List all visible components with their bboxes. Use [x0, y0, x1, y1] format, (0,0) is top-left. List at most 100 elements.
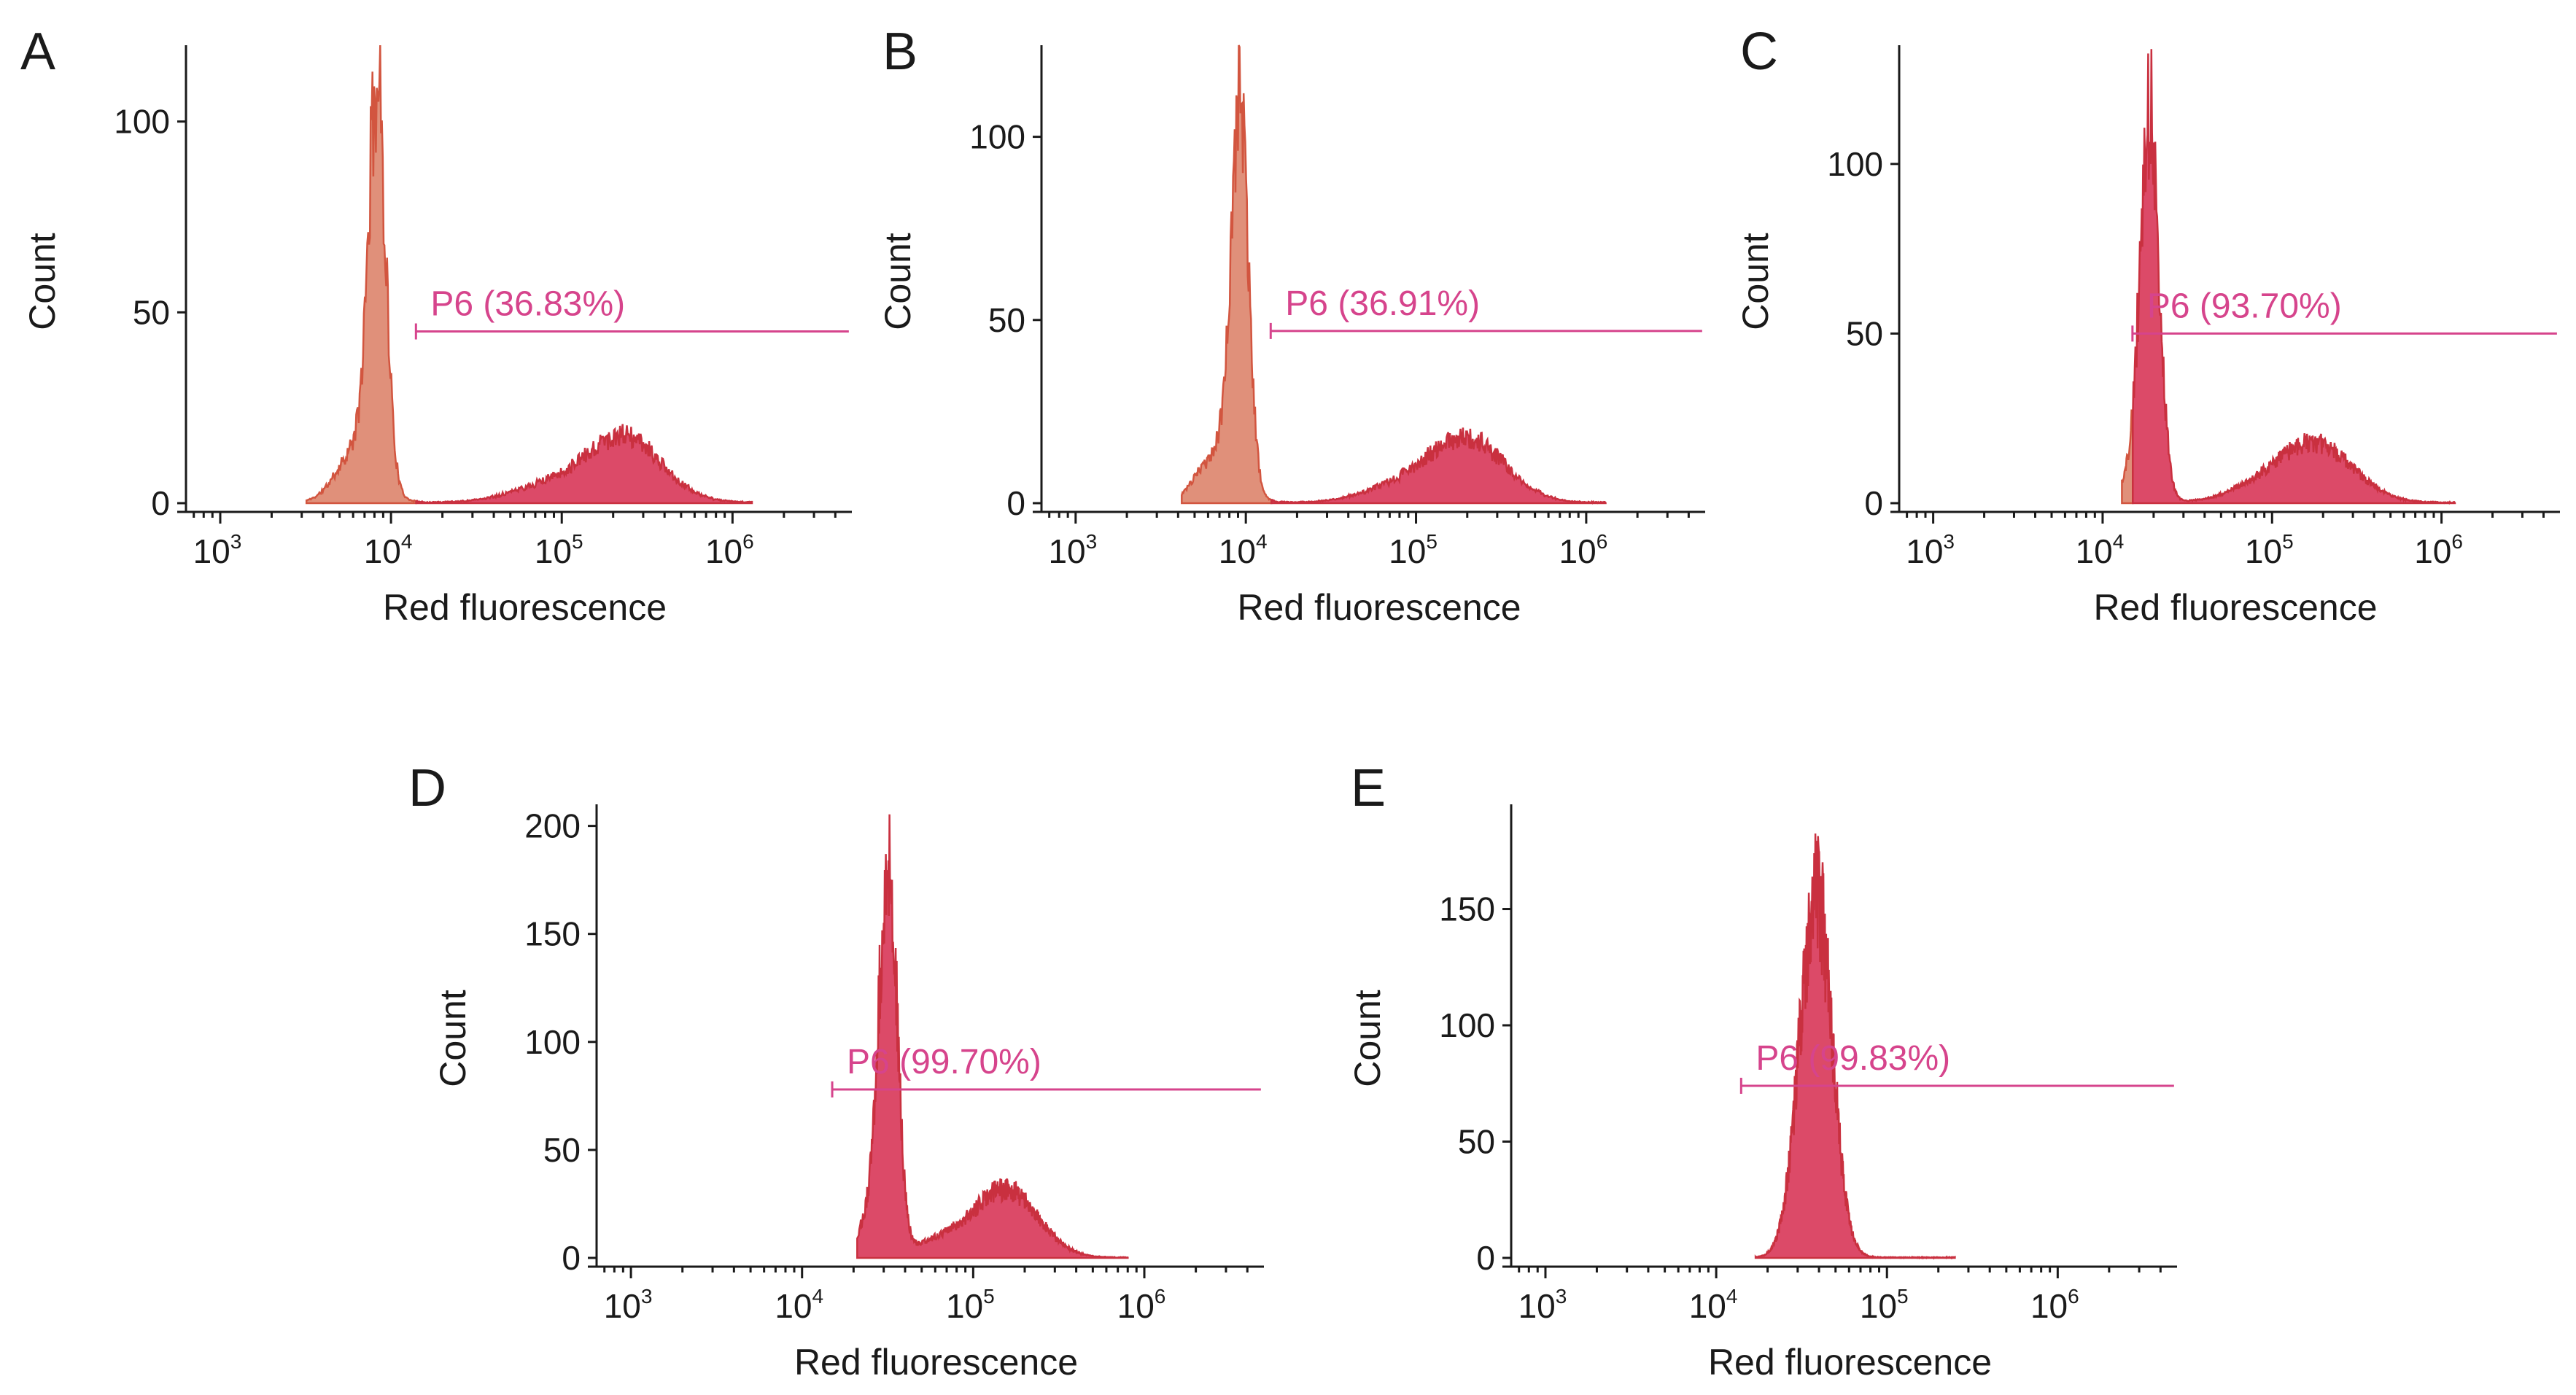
x-tick-base: 10 — [1559, 532, 1597, 570]
gate-p6: P6 (36.83%) — [414, 285, 849, 340]
x-tick-label: 104 — [1219, 530, 1268, 570]
y-tick-label: 150 — [524, 915, 581, 953]
y-tick-label: 100 — [1827, 145, 1883, 183]
x-tick-exponent: 6 — [2068, 1285, 2079, 1307]
y-tick-label: 0 — [1476, 1239, 1495, 1277]
x-tick-exponent: 6 — [742, 530, 754, 553]
x-tick-exponent: 5 — [983, 1285, 995, 1307]
x-tick-label: 103 — [604, 1285, 653, 1325]
x-axis-title: Red fluorescence — [383, 587, 667, 628]
histogram-positive-population — [2132, 49, 2456, 505]
x-tick-base: 10 — [775, 1287, 812, 1325]
x-tick-exponent: 3 — [230, 530, 242, 553]
x-tick-label: 105 — [535, 530, 583, 570]
x-tick-label: 104 — [364, 530, 413, 570]
x-tick-exponent: 4 — [2113, 530, 2125, 553]
y-axis-title: Count — [1347, 990, 1388, 1087]
histogram-positive-population — [856, 814, 1129, 1259]
x-tick-base: 10 — [1389, 532, 1426, 570]
y-tick-label: 0 — [562, 1239, 581, 1277]
x-tick-base: 10 — [2245, 532, 2282, 570]
panel-label: C — [1740, 23, 1778, 81]
x-tick-label: 106 — [2414, 530, 2463, 570]
x-tick-label: 105 — [2245, 530, 2294, 570]
panel-label: E — [1351, 759, 1386, 817]
x-tick-exponent: 5 — [2282, 530, 2294, 553]
histogram-positive-population — [1270, 427, 1607, 505]
histogram-negative-population — [305, 44, 417, 505]
x-tick-base: 10 — [1048, 532, 1085, 570]
panel-label: D — [408, 759, 446, 817]
y-tick-label: 0 — [151, 484, 170, 522]
x-axis-title: Red fluorescence — [1237, 587, 1521, 628]
x-tick-base: 10 — [1689, 1287, 1726, 1325]
y-axis-title: Count — [22, 233, 63, 330]
x-tick-base: 10 — [2414, 532, 2451, 570]
x-tick-label: 106 — [1117, 1285, 1166, 1325]
y-axis-title: Count — [1735, 233, 1776, 330]
histogram-series — [856, 814, 1129, 1259]
x-tick-label: 105 — [946, 1285, 995, 1325]
x-tick-base: 10 — [364, 532, 401, 570]
y-tick-label: 50 — [133, 293, 170, 331]
y-tick-label: 100 — [524, 1023, 581, 1061]
histogram-positive-population — [1754, 833, 1956, 1260]
x-tick-base: 10 — [535, 532, 572, 570]
histogram-series — [2121, 49, 2456, 505]
gate-p6: P6 (36.91%) — [1269, 284, 1702, 339]
gate-label: P6 (99.70%) — [847, 1043, 1041, 1081]
y-axis-title: Count — [432, 990, 473, 1087]
y-tick-label: 100 — [114, 103, 170, 141]
x-tick-exponent: 5 — [572, 530, 583, 553]
x-tick-label: 103 — [1906, 530, 1955, 570]
x-tick-label: 103 — [1048, 530, 1097, 570]
gate-p6: P6 (99.70%) — [831, 1043, 1261, 1097]
y-tick-label: 50 — [988, 301, 1025, 339]
gate-p6: P6 (93.70%) — [2131, 287, 2557, 342]
x-tick-label: 106 — [2030, 1285, 2079, 1325]
gate-label: P6 (36.91%) — [1285, 284, 1480, 323]
x-tick-base: 10 — [604, 1287, 641, 1325]
x-tick-label: 104 — [775, 1285, 823, 1325]
x-tick-exponent: 4 — [401, 530, 413, 553]
histogram-series — [305, 44, 753, 505]
x-tick-exponent: 6 — [1597, 530, 1608, 553]
y-tick-label: 50 — [1458, 1123, 1495, 1161]
x-tick-exponent: 5 — [1897, 1285, 1909, 1307]
x-tick-label: 105 — [1389, 530, 1438, 570]
x-tick-label: 105 — [1860, 1285, 1909, 1325]
y-tick-label: 50 — [1846, 314, 1883, 352]
x-tick-label: 106 — [705, 530, 754, 570]
gate-label: P6 (93.70%) — [2147, 287, 2342, 325]
x-tick-base: 10 — [2076, 532, 2113, 570]
x-tick-base: 10 — [2030, 1287, 2068, 1325]
x-tick-exponent: 6 — [1155, 1285, 1166, 1307]
gate-label: P6 (36.83%) — [430, 285, 625, 324]
x-tick-base: 10 — [1906, 532, 1943, 570]
x-tick-exponent: 3 — [641, 1285, 653, 1307]
histogram-negative-population — [2121, 409, 2134, 505]
x-tick-label: 106 — [1559, 530, 1608, 570]
x-tick-exponent: 4 — [812, 1285, 824, 1307]
x-tick-label: 104 — [2076, 530, 2125, 570]
x-axis-title: Red fluorescence — [1708, 1342, 1992, 1383]
histogram-series — [1181, 44, 1607, 505]
x-tick-base: 10 — [705, 532, 742, 570]
x-tick-label: 103 — [1518, 1285, 1567, 1325]
y-tick-label: 0 — [1864, 484, 1883, 522]
x-axis-title: Red fluorescence — [794, 1342, 1078, 1383]
x-tick-base: 10 — [1860, 1287, 1897, 1325]
histogram-negative-population — [1181, 44, 1273, 505]
x-tick-exponent: 3 — [1943, 530, 1955, 553]
y-tick-label: 100 — [1439, 1006, 1495, 1044]
x-tick-label: 103 — [193, 530, 242, 570]
y-tick-label: 50 — [543, 1131, 581, 1169]
y-tick-label: 0 — [1006, 484, 1025, 522]
gate-label: P6 (99.83%) — [1756, 1039, 1950, 1078]
x-tick-exponent: 6 — [2451, 530, 2463, 553]
